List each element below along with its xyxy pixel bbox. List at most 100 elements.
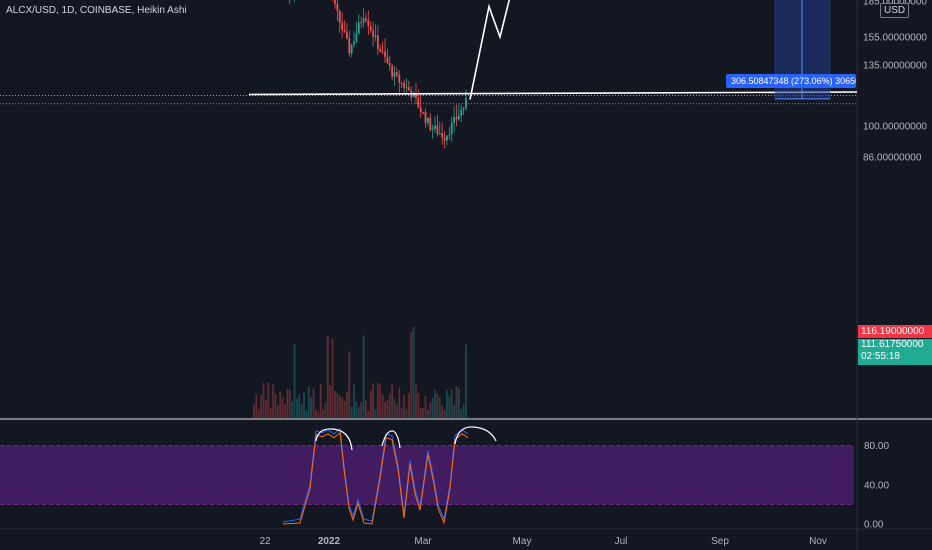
volume-bar	[455, 385, 458, 418]
candle-body	[403, 83, 405, 88]
volume-bar	[431, 398, 434, 418]
time-tick-label: Jul	[615, 536, 628, 547]
volume-bar	[424, 396, 427, 418]
candle-body	[424, 111, 427, 123]
volume-bar	[448, 395, 451, 418]
candle-body	[450, 122, 453, 135]
volume-bar	[322, 409, 324, 418]
volume-bars	[253, 326, 467, 418]
rsi-top-arc	[381, 430, 401, 449]
candle-body	[343, 30, 346, 33]
volume-bar	[345, 391, 348, 418]
volume-bar	[269, 407, 272, 418]
time-tick-label: 22	[259, 536, 271, 547]
volume-bar	[315, 409, 317, 418]
volume-bar	[317, 411, 320, 418]
drawings	[0, 0, 858, 451]
price-tick-label: 86.00000000	[863, 152, 922, 163]
candle-body	[453, 117, 455, 123]
candle-body	[441, 133, 444, 138]
volume-bar	[453, 405, 455, 418]
rsi-tick-label: 0.00	[864, 520, 884, 531]
candle-body	[355, 33, 358, 42]
candle-body	[426, 117, 429, 123]
volume-bar	[307, 386, 310, 418]
candle-body	[448, 134, 451, 136]
volume-bar	[274, 393, 277, 418]
volume-bar	[341, 396, 344, 418]
candle-body	[369, 26, 372, 31]
candle-body	[400, 82, 403, 84]
rsi-top-arc	[454, 426, 497, 445]
volume-bar	[255, 394, 258, 418]
candle-body	[341, 22, 344, 31]
candle-body	[386, 56, 389, 63]
volume-bar	[293, 343, 296, 418]
candle-body	[362, 18, 365, 23]
volume-bar	[331, 338, 334, 418]
volume-bar	[295, 398, 298, 418]
volume-bar	[324, 402, 327, 418]
rsi-panel	[282, 427, 469, 525]
candle-body	[374, 35, 377, 37]
volume-bar	[384, 401, 386, 418]
volume-bar	[436, 393, 439, 418]
candle-body	[457, 115, 460, 120]
volume-bar	[279, 391, 282, 418]
volume-bar	[355, 401, 358, 418]
measure-label: 306.50847348 (273.06%) 30650847	[726, 74, 856, 88]
price-tick-label: 100.00000000	[863, 122, 927, 133]
volume-bar	[276, 405, 279, 418]
volume-bar	[369, 390, 372, 418]
candle-body	[396, 72, 398, 75]
candle-body	[443, 137, 446, 141]
time-tick-label: May	[513, 536, 532, 547]
volume-bar	[343, 400, 346, 418]
candle-body	[422, 111, 425, 113]
candle-body	[379, 49, 382, 52]
time-tick-label: Mar	[414, 536, 432, 547]
volume-bar	[365, 400, 367, 418]
candle-body	[365, 18, 367, 21]
volume-bar	[405, 409, 408, 418]
candles	[289, 0, 467, 149]
candle-body	[381, 51, 384, 53]
candle-body	[367, 20, 370, 27]
last-price-value: 111.61750000	[861, 339, 924, 350]
currency-badge[interactable]: USD	[880, 3, 910, 18]
candle-body	[398, 74, 401, 83]
rsi-line	[282, 431, 469, 525]
candle-body	[419, 107, 422, 112]
volume-bar	[438, 397, 441, 418]
volume-bar	[265, 399, 267, 418]
bar-countdown: 02:55:18	[861, 351, 900, 362]
volume-bar	[298, 394, 301, 418]
candle-body	[388, 62, 391, 66]
price-tick-label: 135.00000000	[863, 61, 927, 72]
volume-bar	[326, 335, 329, 418]
volume-bar	[457, 388, 460, 418]
volume-bar	[417, 393, 420, 418]
volume-bar	[319, 384, 322, 418]
candle-body	[465, 98, 467, 109]
candle-body	[338, 10, 341, 23]
candle-body	[417, 97, 420, 108]
last-price-tag: 111.61750000 02:55:18	[858, 339, 932, 365]
volume-bar	[422, 408, 425, 418]
candle-body	[348, 38, 351, 54]
volume-bar	[257, 409, 260, 418]
candle-body	[415, 93, 417, 98]
candle-body	[391, 65, 394, 77]
volume-bar	[348, 351, 351, 418]
candle-body	[438, 133, 441, 135]
volume-bar	[462, 404, 465, 418]
candle-body	[345, 32, 348, 39]
candle-body	[372, 30, 375, 37]
candle-body	[431, 128, 434, 130]
volume-bar	[407, 393, 410, 418]
time-tick-label: Sep	[711, 536, 729, 547]
volume-bar	[329, 385, 332, 418]
candle-body	[353, 41, 355, 45]
prev-close-tag: 116.19000000	[858, 325, 932, 338]
volume-bar	[372, 383, 375, 418]
